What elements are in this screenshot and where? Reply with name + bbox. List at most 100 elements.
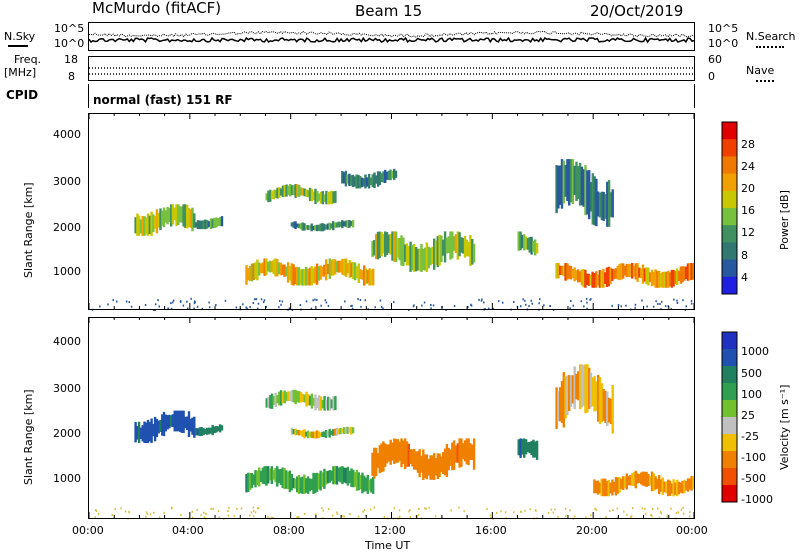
power-cell	[327, 192, 330, 205]
velocity-cell	[683, 479, 686, 494]
power-cell	[272, 189, 276, 200]
velocity-cell	[325, 471, 328, 485]
power-cell	[629, 263, 632, 278]
velocity-cell	[591, 377, 594, 407]
velocity-speck	[657, 507, 659, 510]
power-cell	[287, 185, 290, 195]
power-cell	[670, 269, 673, 288]
power-cell	[469, 235, 472, 266]
velocity-cell	[326, 470, 330, 484]
power-cell	[557, 263, 560, 279]
velocity-cell	[394, 439, 398, 463]
power-cell	[265, 193, 268, 201]
power-cell	[245, 265, 248, 285]
velocity-speck	[180, 514, 182, 516]
velocity-speck	[670, 507, 672, 510]
velocity-cell	[658, 475, 661, 495]
power-cell	[265, 258, 268, 276]
velocity-cell	[337, 428, 340, 435]
velocity-cell	[526, 442, 530, 453]
velocity-cell	[405, 441, 409, 467]
power-speck	[351, 304, 353, 307]
velocity-speck	[616, 507, 619, 510]
velocity-cell	[194, 428, 198, 436]
power-cell	[380, 232, 383, 257]
velocity-cell	[393, 438, 396, 464]
power-cell	[414, 247, 418, 272]
velocity-cell	[411, 449, 414, 467]
power-cell	[184, 204, 187, 228]
power-cell	[378, 231, 381, 258]
velocity-cell	[276, 395, 279, 404]
velocity-speck	[200, 514, 202, 517]
velocity-speck	[218, 516, 221, 519]
power-cell	[582, 269, 585, 288]
power-cell	[296, 266, 299, 286]
velocity-speck	[650, 513, 652, 516]
velocity-region-1	[194, 424, 224, 437]
power-cell	[270, 261, 273, 273]
power-cell	[213, 217, 216, 229]
velocity-cell	[161, 414, 164, 436]
velocity-cell	[254, 470, 257, 488]
velocity-cell	[301, 430, 304, 437]
power-speck	[524, 299, 526, 302]
velocity-cell	[384, 443, 387, 467]
power-speck	[186, 300, 188, 303]
power-cell	[568, 265, 571, 279]
velocity-cell	[640, 472, 643, 485]
power-speck	[453, 305, 456, 307]
velocity-cell	[361, 472, 364, 494]
power-cell	[346, 220, 349, 228]
power-speck	[676, 302, 679, 304]
power-cell	[591, 173, 594, 225]
velocity-speck	[349, 513, 351, 516]
velocity-cell	[323, 396, 326, 411]
power-cell	[285, 266, 288, 277]
power-cbar-border	[721, 121, 738, 295]
velocity-speck	[203, 516, 205, 519]
power-cell	[351, 220, 355, 228]
velocity-cell	[348, 470, 351, 484]
power-speck	[208, 306, 211, 309]
power-cell	[204, 219, 207, 230]
velocity-cell	[611, 385, 614, 434]
velocity-cell	[607, 397, 611, 423]
power-cell	[407, 245, 410, 266]
power-cell	[598, 192, 602, 218]
velocity-cell	[647, 474, 650, 486]
power-cell	[303, 269, 306, 286]
velocity-speck	[605, 516, 607, 519]
velocity-speck	[336, 512, 339, 515]
velocity-cell	[218, 424, 222, 433]
velocity-speck	[256, 507, 259, 510]
velocity-speck	[149, 513, 152, 516]
power-speck	[262, 301, 265, 304]
power-speck	[380, 306, 383, 309]
power-cell	[449, 231, 452, 260]
velocity-cell	[605, 480, 609, 497]
power-speck	[324, 299, 327, 302]
velocity-cell	[145, 422, 148, 443]
velocity-cell	[566, 375, 569, 415]
power-cell	[654, 269, 657, 288]
power-cell	[301, 222, 304, 231]
power-cell	[672, 269, 675, 287]
power-speck	[676, 299, 678, 302]
velocity-cell	[207, 427, 211, 435]
power-cell	[298, 184, 301, 197]
velocity-cell	[206, 427, 209, 435]
velocity-cell	[402, 440, 405, 464]
velocity-speck	[623, 510, 625, 513]
power-cell	[348, 260, 351, 278]
velocity-cell	[370, 478, 373, 493]
power-cell	[177, 204, 180, 225]
power-cell	[650, 269, 654, 287]
velocity-ytick-3000: 3000	[53, 382, 81, 395]
velocity-cell	[532, 439, 535, 458]
velocity-cell	[186, 416, 189, 430]
power-cell	[375, 234, 378, 260]
power-cell	[335, 222, 339, 228]
power-cell	[586, 273, 589, 285]
power-speck	[246, 307, 248, 310]
